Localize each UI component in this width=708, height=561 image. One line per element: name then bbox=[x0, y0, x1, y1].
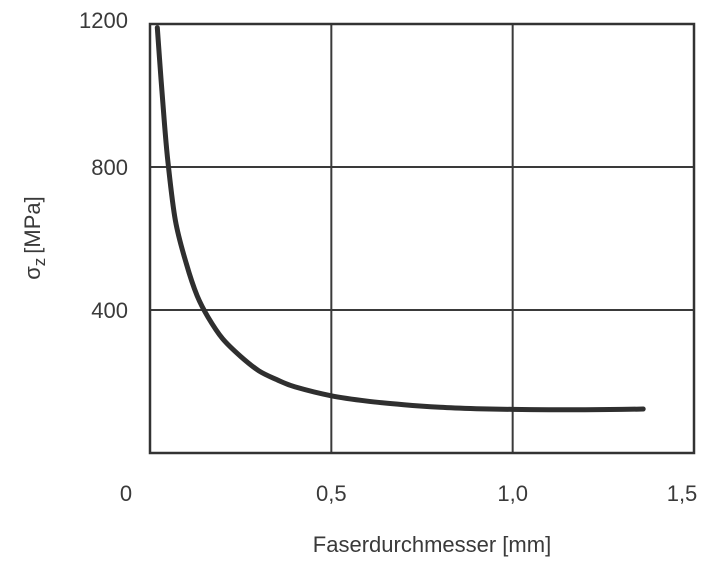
x-tick-label: 1,5 bbox=[667, 481, 698, 506]
grid bbox=[150, 24, 694, 453]
x-axis-title: Faserdurchmesser [mm] bbox=[313, 532, 551, 557]
y-axis-title: σz [MPa] bbox=[20, 196, 49, 280]
plot-frame bbox=[148, 22, 696, 455]
x-tick-label: 1,0 bbox=[497, 481, 528, 506]
x-tick-label: 0,5 bbox=[316, 481, 347, 506]
x-axis-ticks: 0 0,5 1,0 1,5 bbox=[120, 481, 697, 506]
y-tick-label: 1200 bbox=[79, 8, 128, 33]
y-axis-unit: [MPa] bbox=[20, 196, 45, 253]
series-layer bbox=[154, 25, 646, 413]
y-tick-label: 400 bbox=[91, 298, 128, 323]
y-axis-ticks: 400 800 1200 bbox=[79, 8, 128, 323]
y-axis-subscript: z bbox=[30, 258, 49, 267]
x-tick-label: 0 bbox=[120, 481, 132, 506]
series-line bbox=[154, 25, 646, 413]
y-axis-symbol: σ bbox=[20, 266, 45, 280]
y-tick-label: 800 bbox=[91, 155, 128, 180]
